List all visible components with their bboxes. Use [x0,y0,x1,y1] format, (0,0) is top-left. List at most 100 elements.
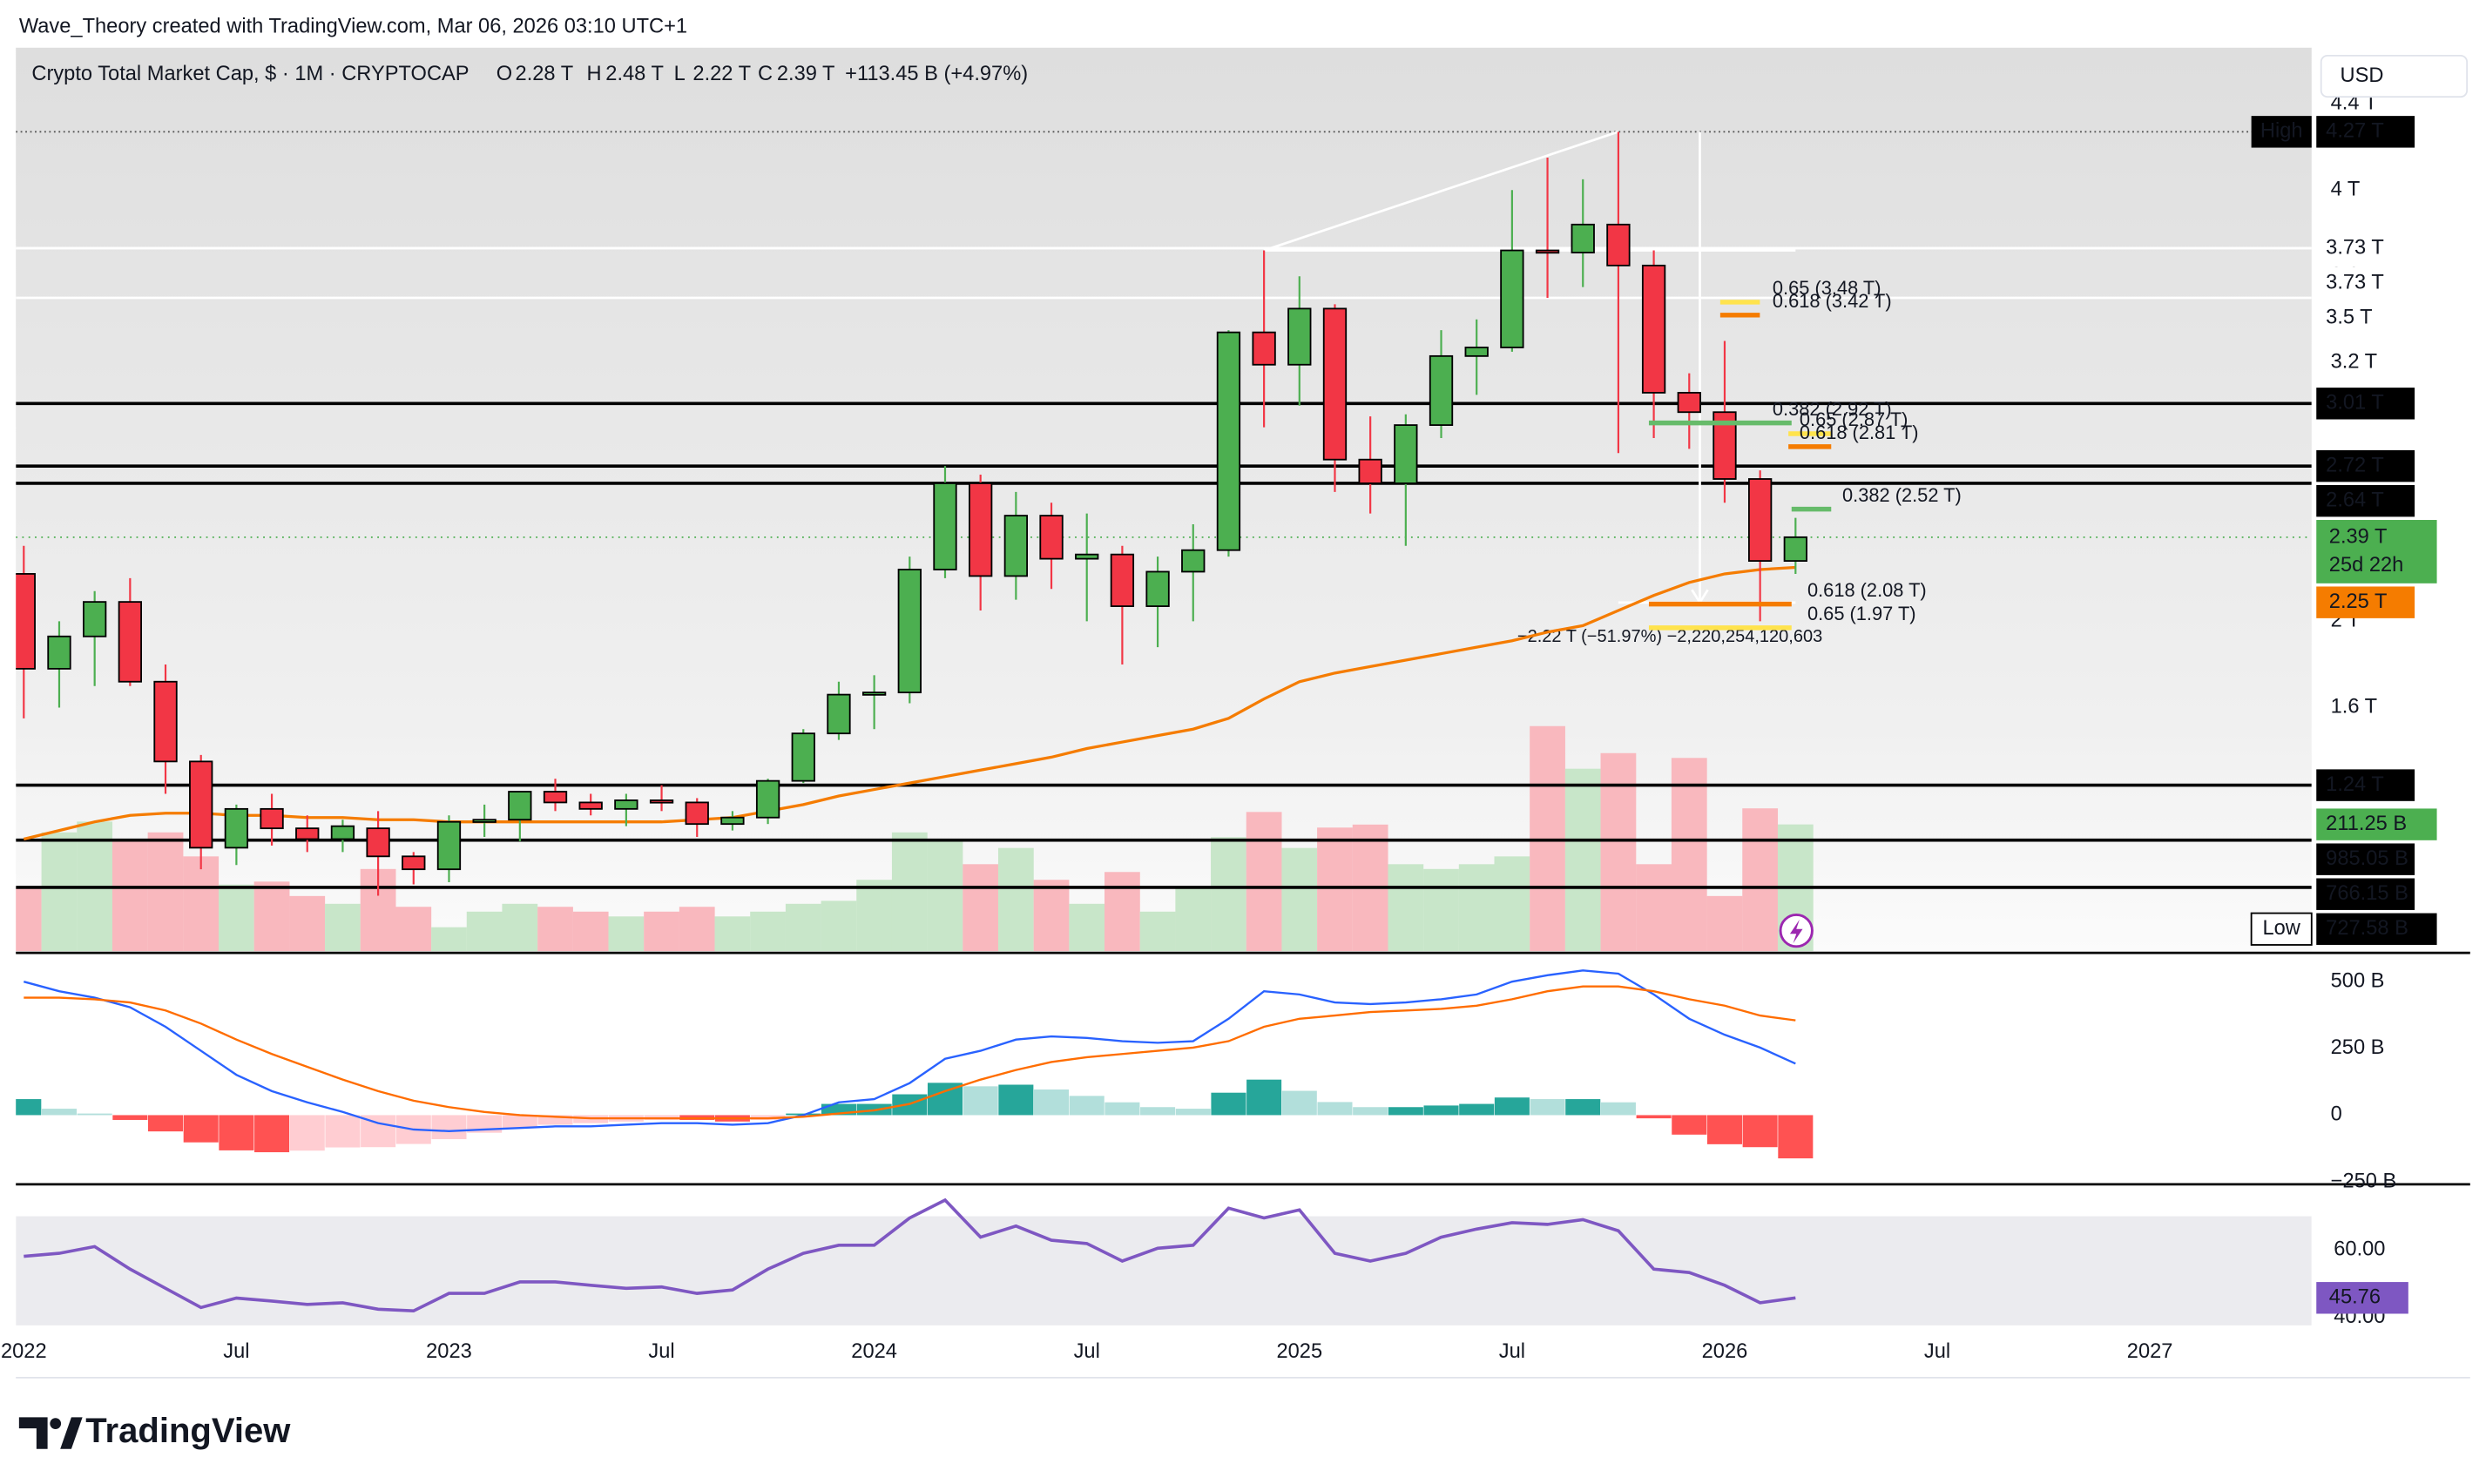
fib-label: 0.382 (2.92 T) [1773,398,1892,420]
level-tag [2316,266,2415,300]
volume-bar [785,903,821,952]
volume-bar [466,911,503,952]
candle-body [720,816,745,826]
candle-body [118,601,142,683]
fib-label: 0.618 (2.08 T) [1807,579,1927,601]
candle-body [1216,331,1241,551]
logo-dot [50,1418,62,1430]
candle-body [861,691,887,696]
fib-label: 0.65 (2.87 T) [1800,408,1908,430]
level-tag-text: 766.15 B [2326,882,2408,905]
low-tag [2250,912,2313,946]
volume-bar [183,856,220,952]
macd-histogram-bar [1246,1079,1282,1116]
level-tag [2316,769,2415,801]
macd-histogram-bar [1069,1096,1105,1116]
candle-body [224,807,249,849]
legend-key: O [497,63,512,85]
trendline [1263,131,1619,252]
macd-histogram-bar [41,1109,78,1116]
candle-body [1464,347,1489,357]
candle-body [1145,570,1170,607]
price-pane [16,47,2312,952]
rsi-tick-label: 60.00 [2334,1238,2385,1260]
candle-body [472,819,497,823]
level-tag-text: 3.5 T [2326,306,2372,328]
candle-body [578,801,603,810]
x-tick-label: 2025 [1276,1340,1322,1363]
y-tick-label: 4 T [2331,178,2361,200]
candle-body [83,601,107,637]
legend-key: H [586,63,601,85]
volume-bar [1494,856,1530,952]
volume-bar [997,847,1034,952]
countdown: 25d 22h [2329,554,2404,577]
volume-bar [1281,847,1318,952]
legend-key: C [758,63,773,85]
macd-histogram-bar [1353,1107,1388,1116]
candle-body [755,779,780,819]
level-tag [2316,484,2415,517]
level-tag-text: 3.01 T [2326,392,2384,415]
logo-slash [60,1417,83,1449]
usd-button[interactable]: USD [2320,54,2469,98]
fib-label: 0.65 (1.97 T) [1807,603,1916,624]
legend-key: L [674,63,686,85]
volume-bar [431,927,467,952]
axis-layer: 2022 Jul 2023 Jul 2024 Jul 2025 Jul 2026 Jul 2027 4… [1,91,2396,1363]
x-tick-label: Jul [1924,1340,1950,1363]
x-tick-label: 2023 [426,1340,472,1363]
level-tag [2316,388,2415,420]
volume-bar [537,907,573,952]
x-tick-label: Jul [648,1340,674,1363]
volume-bar [1175,887,1212,952]
x-tick-label: 2027 [2127,1340,2173,1363]
volume-bar [1423,868,1459,952]
candle-body [295,827,320,840]
candle-body [1039,515,1064,560]
rsi-tag [2316,1282,2408,1314]
macd-histogram-bar [1565,1099,1601,1116]
legend-change: +113.45 B (+4.97%) [845,63,1028,85]
last-price-tag [2316,520,2437,583]
candle-body [1287,307,1312,366]
candle-body [1606,223,1631,266]
macd-histogram-bar [1672,1115,1707,1135]
candle-body [1110,553,1135,607]
macd-tick-label: −250 B [2331,1170,2397,1192]
rsi-tag-text: 45.76 [2329,1286,2381,1309]
volume-bar [395,907,432,952]
ma-tag-text: 2.25 T [2329,590,2388,613]
volume-bar [1636,864,1672,952]
currency[interactable]: USD [2341,64,2384,87]
candle-body [330,825,355,840]
fib-label: 0.382 (2.52 T) [1842,484,1962,506]
candle-body [827,693,851,735]
volume-bar [572,911,609,952]
macd-histogram-bar [77,1113,112,1116]
macd-histogram-bar [1140,1107,1176,1116]
fib-label: 0.618 (2.81 T) [1800,422,1919,443]
candle-body [1322,307,1348,461]
price-layer: −2.22 T (−51.97%) −2,220,254,120,603 0.65… [16,131,2312,896]
candle-body [897,569,922,694]
candle-body [189,760,213,849]
usd-button-frame[interactable] [2320,54,2469,98]
volume-bar [1458,864,1495,952]
volume-bar [1671,758,1707,952]
alert-icon[interactable] [1779,913,1814,948]
volume-bar [821,901,857,952]
credit: Wave_Theory created with TradingView.com… [19,15,687,37]
macd-histogram-bar [112,1115,148,1120]
x-tick-label: Jul [223,1340,249,1363]
volume-bar [856,880,893,952]
alert-bolt[interactable] [1789,919,1803,944]
level-tag-text: 2.72 T [2326,454,2384,476]
macd-histogram-bar [537,1115,573,1125]
volume-tag-text: 211.25 B [2326,813,2407,835]
ma-tag [2316,586,2415,618]
x-tick-label: 2026 [1702,1340,1748,1363]
candle-body [1003,515,1029,577]
volume-bar [1033,880,1070,952]
